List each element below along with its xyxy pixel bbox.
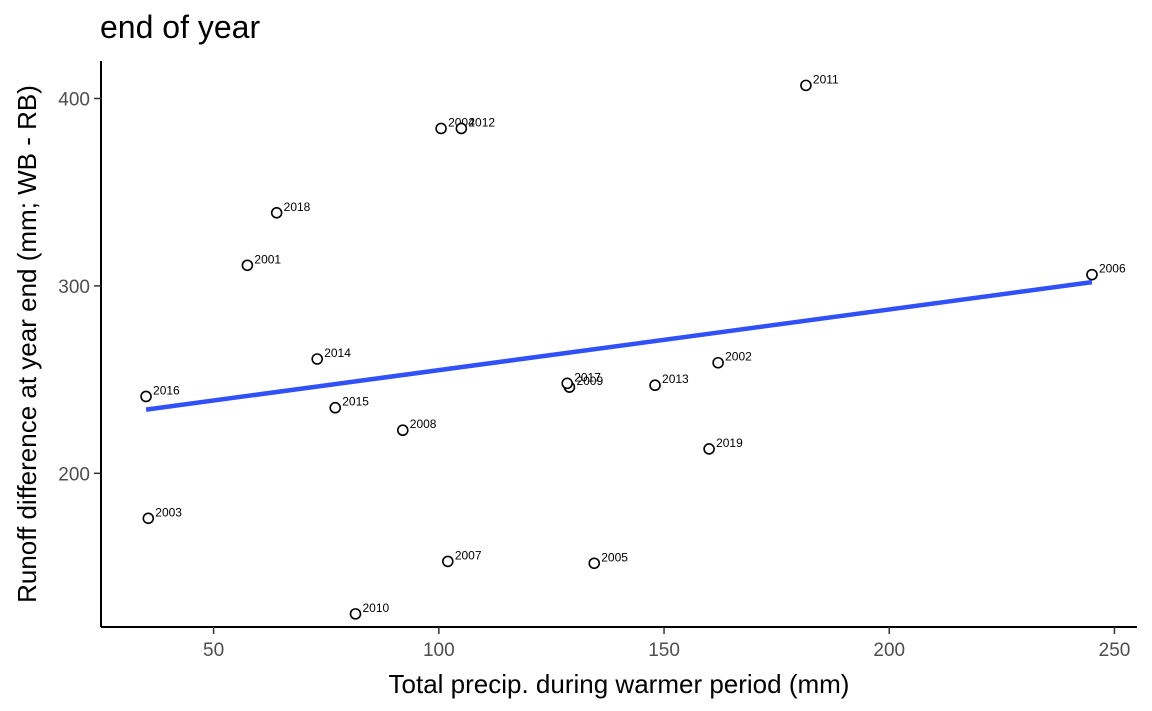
x-tick-label: 150: [648, 640, 680, 661]
data-point: [1086, 268, 1098, 281]
data-point-label: 2011: [813, 72, 839, 86]
data-point-label: 2001: [254, 252, 281, 266]
data-point-label: 2009: [576, 374, 603, 388]
x-tick-label: 250: [1099, 640, 1131, 661]
data-point-label: 2003: [155, 505, 182, 519]
data-point-label: 2015: [342, 395, 369, 409]
data-point: [435, 122, 447, 135]
data-point-label: 2004: [448, 115, 475, 129]
y-tick-label: 300: [58, 277, 90, 298]
plot-area: 2001 2002 2003 2004 2005 2006 2007 2008 2009 2010…: [140, 72, 1126, 620]
chart-title: end of year: [100, 9, 260, 45]
data-point: [703, 443, 715, 455]
data-point-label: 2014: [324, 346, 351, 360]
x-axis-title: Total precip. during warmer period (mm): [389, 669, 850, 699]
y-tick-label: 400: [58, 89, 90, 110]
x-tick-label: 100: [423, 640, 455, 661]
data-point: [270, 207, 283, 219]
data-point: [588, 557, 601, 570]
data-point-label: 2017: [574, 370, 601, 384]
x-tick-label: 200: [873, 640, 905, 661]
data-point-label: 2005: [601, 550, 628, 564]
y-tick-label: 200: [58, 464, 90, 485]
data-point-label: 2007: [455, 548, 482, 562]
data-point: [311, 353, 324, 365]
data-point: [455, 122, 468, 135]
data-point: [349, 608, 362, 620]
data-point: [142, 512, 155, 525]
data-point-label: 2006: [1099, 262, 1126, 276]
data-point: [140, 390, 152, 403]
data-point: [561, 377, 574, 390]
x-axis-ticks: 50 100 150 200 250: [203, 627, 1130, 661]
data-point-label: 2008: [410, 417, 437, 431]
y-axis-title: Runoff difference at year end (mm; WB - …: [12, 85, 42, 603]
data-point: [396, 424, 409, 437]
data-point: [649, 379, 661, 392]
x-tick-label: 50: [203, 640, 224, 661]
data-point: [712, 356, 724, 369]
data-point: [800, 79, 812, 92]
data-point: [329, 401, 342, 414]
data-point-label: 2012: [468, 115, 495, 129]
data-point: [241, 259, 254, 272]
data-point: [442, 555, 454, 568]
trend-line: [145, 279, 1093, 412]
data-point-label: 2016: [153, 383, 180, 397]
data-point-label: 2019: [716, 436, 743, 450]
data-point-label: 2018: [284, 200, 311, 214]
y-axis-ticks: 200 300 400: [58, 89, 101, 485]
data-point-label: 2013: [662, 372, 689, 386]
data-point-label: 2002: [725, 350, 752, 364]
data-point-label: 2010: [362, 601, 389, 615]
